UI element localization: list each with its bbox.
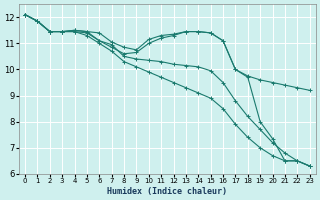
X-axis label: Humidex (Indice chaleur): Humidex (Indice chaleur) <box>107 187 227 196</box>
